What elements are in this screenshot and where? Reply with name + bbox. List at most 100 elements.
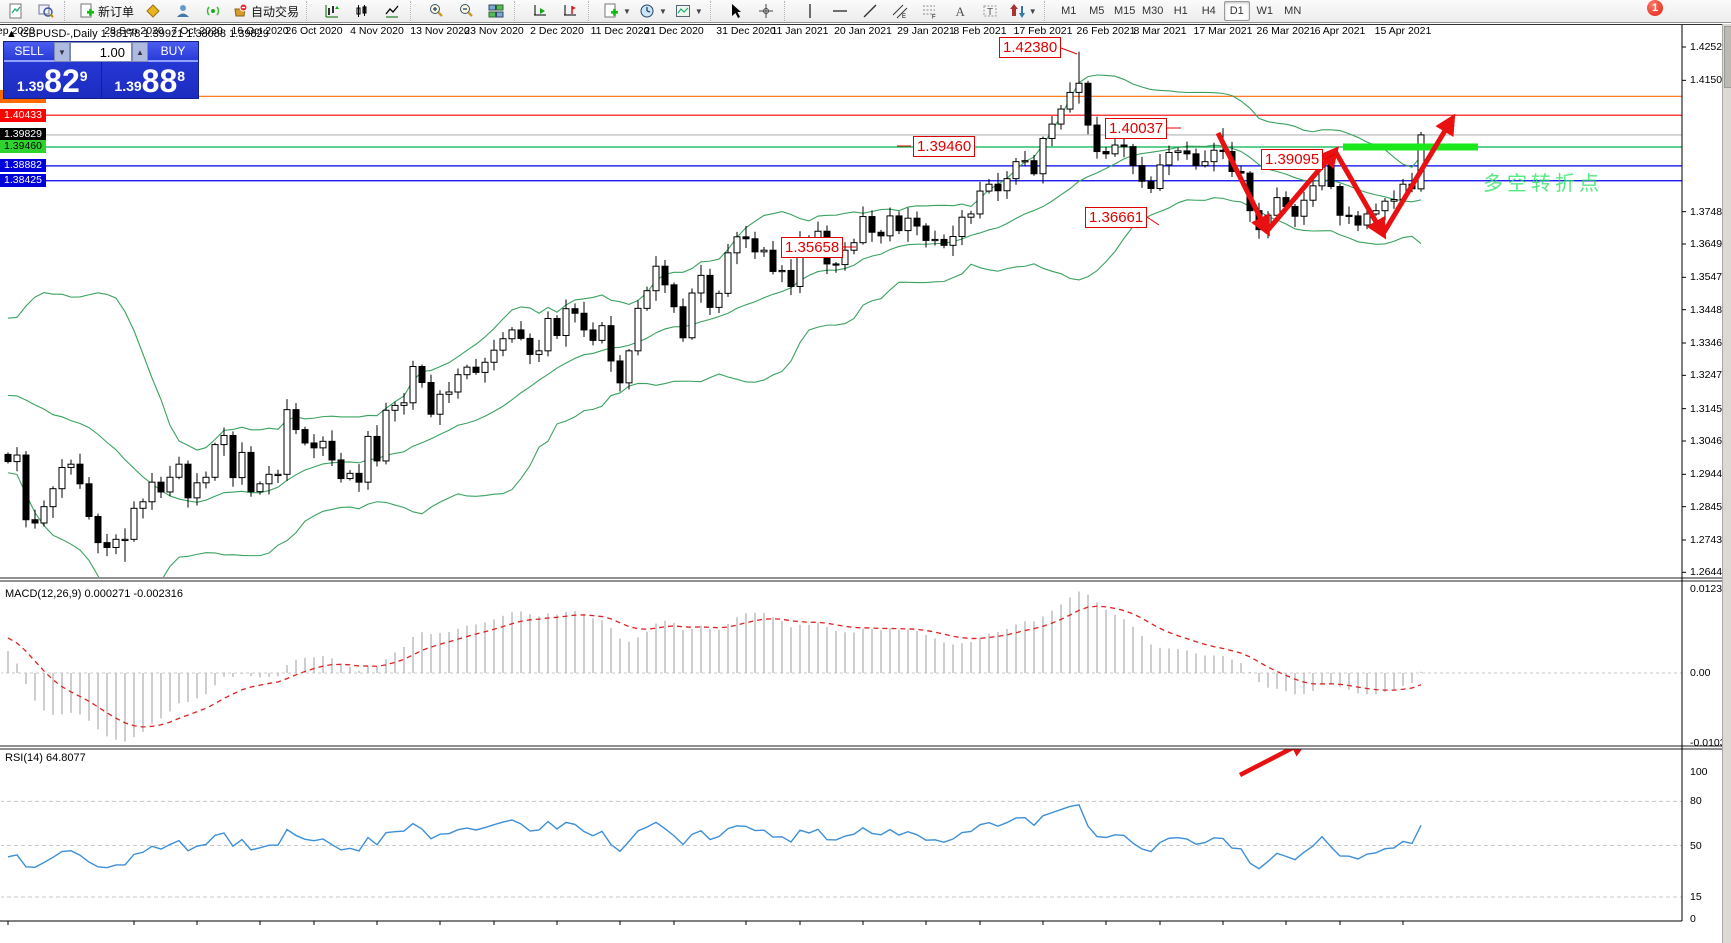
price-annotation[interactable]: 1.42380 xyxy=(999,37,1062,58)
new-order-button[interactable]: 新订单 xyxy=(76,0,137,22)
volume-increase-button[interactable]: ▲ xyxy=(132,42,148,62)
date-axis-label: 8 Sep 2020 xyxy=(0,25,35,37)
price-axis-tick: 1.32470 xyxy=(1690,369,1728,382)
price-annotation[interactable]: 1.39095 xyxy=(1261,149,1324,170)
tile-windows-icon[interactable] xyxy=(482,0,510,22)
date-axis-label: 17 Feb 2021 xyxy=(1013,25,1073,37)
macd-axis-tick: -0.010374 xyxy=(1690,737,1731,750)
signals-icon[interactable] xyxy=(199,0,227,22)
timeframe-mn[interactable]: MN xyxy=(1284,5,1302,17)
timeframe-m15[interactable]: M15 xyxy=(1114,5,1136,17)
rsi-axis-tick: 50 xyxy=(1690,839,1702,852)
date-axis-label: 15 Apr 2021 xyxy=(1374,25,1432,37)
price-axis-tick: 1.30460 xyxy=(1690,435,1728,447)
price-level-chip: 1.39460 xyxy=(0,140,46,154)
chevron-down-icon[interactable]: ▼ xyxy=(694,6,703,16)
horizontal-line-icon[interactable] xyxy=(826,0,854,22)
price-axis-tick: 1.29440 xyxy=(1690,468,1728,481)
vertical-line-icon[interactable] xyxy=(796,0,824,22)
sell-price[interactable]: 1.39 82 9 xyxy=(4,62,102,98)
price-annotation[interactable]: 1.36661 xyxy=(1085,207,1148,228)
price-axis-tick: 1.26440 xyxy=(1690,566,1728,579)
date-axis-label: 20 Jan 2021 xyxy=(834,25,892,37)
sell-button[interactable]: SELL xyxy=(4,42,54,62)
price-axis-tick: 1.41500 xyxy=(1690,74,1728,87)
trendline-icon[interactable] xyxy=(856,0,884,22)
line-chart-icon[interactable] xyxy=(378,0,406,22)
svg-text:E: E xyxy=(902,14,906,19)
chart-window[interactable]: ▲ GBPUSD-,Daily 1.38178 1.39921 1.38088 … xyxy=(0,24,1731,943)
date-axis-label: 29 Jan 2021 xyxy=(897,25,955,37)
expert-advisors-icon[interactable] xyxy=(169,0,197,22)
text-label-icon[interactable]: T xyxy=(976,0,1004,22)
timeframe-w1[interactable]: W1 xyxy=(1256,5,1273,17)
toolbar-separator xyxy=(588,1,596,21)
date-axis-label: 8 Feb 2021 xyxy=(953,25,1007,37)
toolbar-separator xyxy=(514,1,522,21)
date-axis-label: 23 Nov 2020 xyxy=(464,25,524,37)
zoom-in-icon[interactable] xyxy=(422,0,450,22)
date-axis-label: 2 Dec 2020 xyxy=(530,25,584,37)
equidistant-channel-icon[interactable]: E xyxy=(886,0,914,22)
profiles-icon[interactable] xyxy=(32,0,60,22)
svg-text:A: A xyxy=(955,4,965,19)
price-axis-tick: 1.34480 xyxy=(1690,303,1728,316)
fibonacci-icon[interactable]: F xyxy=(916,0,944,22)
window-scrollbar[interactable] xyxy=(1722,24,1731,943)
one-click-trade-panel: SELL ▼ 1.00 ▲ BUY 1.39 82 9 1.39 88 8 xyxy=(3,41,199,99)
candlestick-chart-icon[interactable] xyxy=(348,0,376,22)
timeframe-m30[interactable]: M30 xyxy=(1142,5,1164,17)
quote-line: ▲ GBPUSD-,Daily 1.38178 1.39921 1.38088 … xyxy=(6,28,269,40)
date-axis-label: 28 Sep 2020 xyxy=(104,25,164,37)
timeframe-d1[interactable]: D1 xyxy=(1223,1,1250,21)
price-axis-tick: 1.27430 xyxy=(1690,533,1728,546)
bull-bear-turning-point-note[interactable]: 多空转折点 xyxy=(1483,173,1603,195)
indicators-icon[interactable]: ▼ xyxy=(600,0,634,22)
price-level-chip: 1.38882 xyxy=(0,159,46,173)
price-annotation[interactable]: 1.35658 xyxy=(781,237,844,258)
price-axis-tick: 1.42520 xyxy=(1690,41,1728,53)
auto-scroll-icon[interactable] xyxy=(526,0,554,22)
svg-text:T: T xyxy=(987,7,993,18)
volume-decrease-button[interactable]: ▼ xyxy=(54,42,70,62)
price-level-chip: 1.40433 xyxy=(0,108,46,122)
zoom-out-icon[interactable] xyxy=(452,0,480,22)
price-axis-tick: 1.28450 xyxy=(1690,500,1728,513)
toolbar-separator xyxy=(709,1,718,21)
chevron-down-icon[interactable]: ▼ xyxy=(623,6,631,16)
volume-input[interactable]: 1.00 xyxy=(70,42,132,62)
rsi-axis-tick: 80 xyxy=(1690,795,1702,808)
timeframe-h4[interactable]: H4 xyxy=(1201,5,1216,17)
arrows-icon[interactable]: ▼ xyxy=(1006,0,1040,22)
bar-chart-icon[interactable] xyxy=(318,0,346,22)
buy-button[interactable]: BUY xyxy=(148,42,198,62)
scrollbar-thumb[interactable] xyxy=(1724,26,1731,88)
buy-price[interactable]: 1.39 88 8 xyxy=(114,63,186,99)
notification-badge[interactable]: 1 xyxy=(1647,0,1663,16)
toolbar-separator xyxy=(1043,1,1052,21)
panel-collapse-icon[interactable]: ▲ xyxy=(6,28,17,40)
market-watch-icon[interactable] xyxy=(139,0,167,22)
chevron-down-icon[interactable]: ▼ xyxy=(658,6,667,16)
templates-icon[interactable]: ▼ xyxy=(672,0,706,22)
cursor-icon[interactable] xyxy=(722,0,750,22)
chevron-down-icon[interactable]: ▼ xyxy=(1028,6,1037,16)
price-annotation[interactable]: 1.39460 xyxy=(913,136,976,157)
rsi-axis-tick: 100 xyxy=(1690,766,1708,778)
date-axis-label: 6 Apr 2021 xyxy=(1314,25,1366,37)
auto-trading-button[interactable]: 自动交易 xyxy=(229,0,302,22)
crosshair-icon[interactable] xyxy=(752,0,780,22)
timeframe-m1[interactable]: M1 xyxy=(1061,5,1077,17)
quote-text: GBPUSD-,Daily 1.38178 1.39921 1.38088 1.… xyxy=(19,28,269,40)
auto-trading-button-label: 自动交易 xyxy=(251,4,300,19)
timeframe-m5[interactable]: M5 xyxy=(1089,5,1105,17)
rsi-indicator-label: RSI(14) 64.8077 xyxy=(5,752,86,764)
new-chart-icon[interactable] xyxy=(2,0,30,22)
text-icon[interactable]: A xyxy=(946,0,974,22)
chart-shift-icon[interactable] xyxy=(556,0,584,22)
timeframe-h1[interactable]: H1 xyxy=(1173,5,1188,17)
toolbar-separator xyxy=(306,1,314,21)
price-annotation[interactable]: 1.40037 xyxy=(1105,118,1168,139)
periods-icon[interactable]: ▼ xyxy=(636,0,670,22)
